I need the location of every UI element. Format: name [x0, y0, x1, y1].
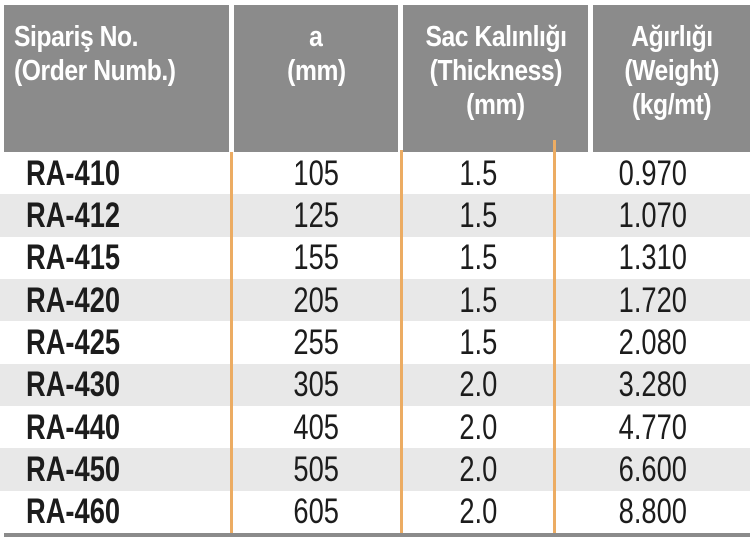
column-header-a-mm: a (mm)	[234, 5, 398, 152]
header-line: Sipariş No.	[14, 21, 139, 53]
cell-order-no: RA-415	[26, 238, 121, 278]
cell-weight: 3.280	[618, 365, 687, 405]
header-line: Sac Kalınlığı	[424, 21, 567, 53]
column-divider	[230, 152, 233, 536]
table-row: RA-450 505 2.0 6.600	[0, 448, 750, 491]
cell-weight: 0.970	[618, 153, 687, 193]
cell-a-mm: 205	[293, 280, 340, 320]
cell-thickness: 2.0	[459, 407, 498, 447]
cell-thickness: 1.5	[459, 322, 498, 362]
cell-order-no: RA-450	[26, 449, 121, 489]
cell-weight: 1.720	[618, 280, 687, 320]
cell-thickness: 1.5	[459, 280, 498, 320]
cell-weight: 6.600	[618, 449, 687, 489]
column-header-thickness: Sac Kalınlığı (Thickness) (mm)	[403, 5, 588, 152]
header-line: (mm)	[286, 55, 346, 87]
cell-weight: 1.310	[618, 238, 687, 278]
cell-thickness: 1.5	[459, 153, 498, 193]
cell-order-no: RA-460	[26, 492, 121, 532]
table-row: RA-412 125 1.5 1.070	[0, 194, 750, 237]
cell-order-no: RA-440	[26, 407, 121, 447]
table-row: RA-430 305 2.0 3.280	[0, 363, 750, 406]
header-line: (Weight)	[624, 55, 719, 87]
cell-weight: 1.070	[618, 195, 687, 235]
column-header-order-no: Sipariş No. (Order Numb.)	[4, 5, 229, 152]
cell-a-mm: 255	[293, 322, 340, 362]
column-divider	[400, 150, 403, 536]
cell-a-mm: 505	[293, 449, 340, 489]
cell-order-no: RA-410	[26, 153, 121, 193]
cell-weight: 4.770	[618, 407, 687, 447]
header-line: Ağırlığı	[630, 21, 713, 53]
cell-a-mm: 125	[293, 195, 340, 235]
header-line: (Order Numb.)	[14, 55, 176, 87]
cell-thickness: 2.0	[459, 449, 498, 489]
cell-weight: 8.800	[618, 492, 687, 532]
next-section-edge	[4, 533, 750, 537]
cell-a-mm: 605	[293, 492, 340, 532]
header-line: (mm)	[466, 89, 525, 121]
cell-thickness: 1.5	[459, 238, 498, 278]
column-header-weight: Ağırlığı (Weight) (kg/mt)	[593, 5, 750, 152]
cell-order-no: RA-420	[26, 280, 121, 320]
table-row: RA-425 255 1.5 2.080	[0, 321, 750, 364]
cell-a-mm: 155	[293, 238, 340, 278]
column-divider	[553, 140, 556, 536]
cell-order-no: RA-425	[26, 322, 121, 362]
cell-thickness: 2.0	[459, 365, 498, 405]
table-row: RA-420 205 1.5 1.720	[0, 278, 750, 322]
table-row: RA-440 405 2.0 4.770	[0, 405, 750, 449]
cell-a-mm: 405	[293, 407, 340, 447]
cell-weight: 2.080	[618, 322, 687, 362]
cell-thickness: 1.5	[459, 195, 498, 235]
cell-a-mm: 105	[293, 153, 340, 193]
header-line: a	[309, 21, 323, 53]
header-line: (Thickness)	[429, 55, 562, 87]
cell-order-no: RA-412	[26, 195, 121, 235]
cell-order-no: RA-430	[26, 365, 121, 405]
cell-a-mm: 305	[293, 365, 340, 405]
table-row: RA-415 155 1.5 1.310	[0, 236, 750, 279]
cell-thickness: 2.0	[459, 492, 498, 532]
table-row: RA-460 605 2.0 8.800	[0, 490, 750, 533]
header-line: (kg/mt)	[631, 89, 712, 121]
table-body: RA-410 105 1.5 0.970 RA-412 125 1.5 1.07…	[0, 152, 750, 533]
table-row: RA-410 105 1.5 0.970	[0, 152, 750, 195]
